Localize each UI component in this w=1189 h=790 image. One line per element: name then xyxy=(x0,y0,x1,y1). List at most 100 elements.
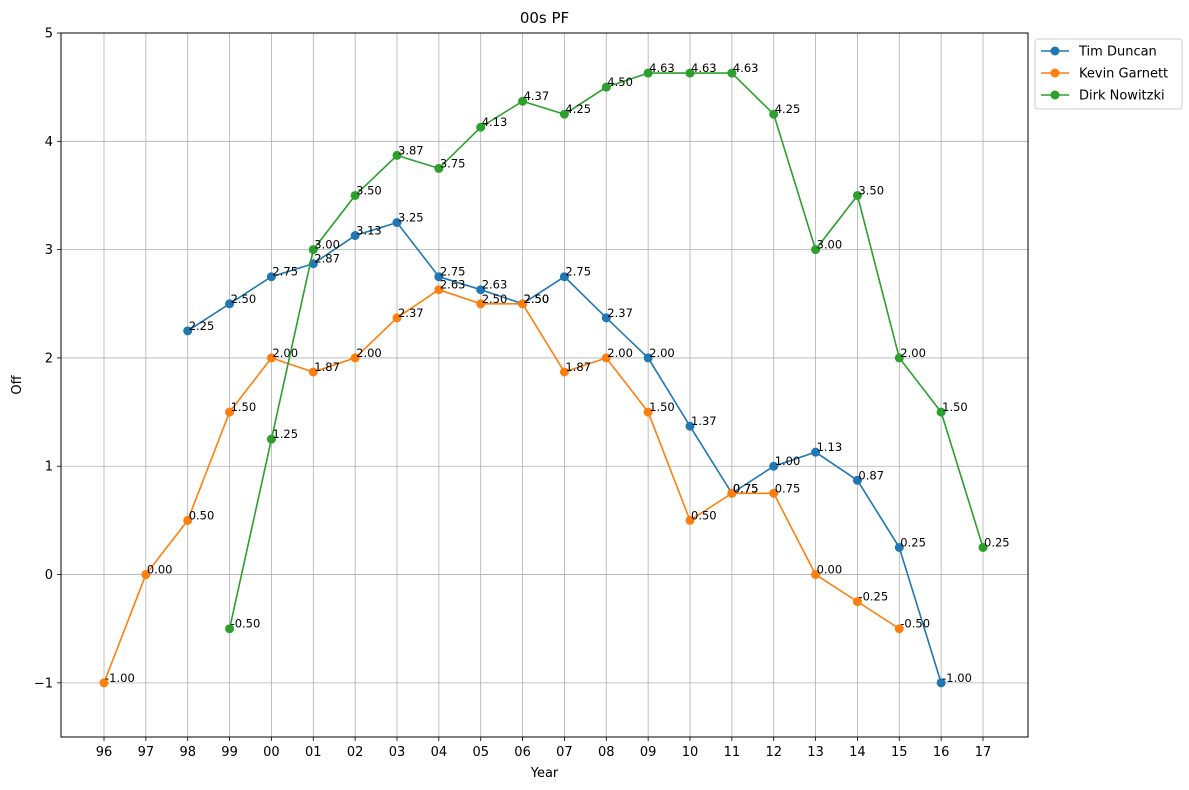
legend-entry: Tim Duncan xyxy=(1078,45,1157,60)
x-tick-label: 03 xyxy=(389,745,406,760)
series-tim-duncan: 2.252.502.752.873.133.252.752.632.502.75… xyxy=(183,211,972,688)
data-label: 2.37 xyxy=(607,306,633,320)
data-point xyxy=(769,109,779,119)
data-label: 4.50 xyxy=(607,75,633,89)
x-tick-label: 02 xyxy=(347,745,364,760)
x-tick-label: 15 xyxy=(891,745,908,760)
data-point xyxy=(308,245,318,255)
data-label: -0.25 xyxy=(858,590,888,604)
data-point xyxy=(476,122,486,132)
data-label: 4.63 xyxy=(733,61,759,75)
data-label: -1.00 xyxy=(942,671,972,685)
y-tick-label: 4 xyxy=(45,135,53,150)
data-point xyxy=(811,447,821,457)
x-tick-label: 13 xyxy=(807,745,824,760)
data-point xyxy=(225,299,235,309)
data-label: -0.50 xyxy=(900,617,930,631)
data-label: 3.00 xyxy=(314,238,340,252)
x-tick-label: 99 xyxy=(221,745,238,760)
data-label: 1.25 xyxy=(272,427,298,441)
data-point xyxy=(894,624,904,634)
series-kevin-garnett: -1.00 0.00 0.50 1.50 2.00 1.87 2.00 2.37 2.63 2.5… xyxy=(99,278,930,688)
data-label: 0.25 xyxy=(984,535,1010,549)
data-label: 2.75 xyxy=(440,265,466,279)
data-point xyxy=(727,68,737,78)
data-point xyxy=(434,163,444,173)
data-point xyxy=(225,407,235,417)
data-point xyxy=(392,150,402,160)
data-point xyxy=(852,190,862,200)
data-label: 0.50 xyxy=(691,508,717,522)
x-tick-label: 10 xyxy=(682,745,699,760)
data-label: 2.00 xyxy=(356,346,382,360)
data-label: 4.13 xyxy=(482,115,508,129)
data-label: 2.87 xyxy=(314,252,340,266)
data-label: 4.63 xyxy=(691,61,717,75)
x-tick-label: 04 xyxy=(431,745,448,760)
data-label: 4.63 xyxy=(649,61,675,75)
legend-swatch-marker xyxy=(1050,90,1060,100)
data-point xyxy=(811,245,821,255)
data-point xyxy=(434,285,444,295)
data-point xyxy=(559,272,569,282)
data-point xyxy=(518,96,528,106)
y-tick-label: 5 xyxy=(45,27,53,42)
data-label: 0.00 xyxy=(147,563,173,577)
y-tick-label: −1 xyxy=(34,676,53,691)
data-label: 1.50 xyxy=(231,400,257,414)
data-label: 2.00 xyxy=(607,346,633,360)
data-label: 2.50 xyxy=(524,292,550,306)
data-label: 3.13 xyxy=(356,224,382,238)
x-tick-label: 01 xyxy=(305,745,322,760)
data-label: -1.00 xyxy=(105,671,135,685)
data-label: 3.75 xyxy=(440,156,466,170)
data-point xyxy=(852,597,862,607)
data-point xyxy=(183,515,193,525)
x-tick-label: 97 xyxy=(138,745,155,760)
data-label: 1.50 xyxy=(649,400,675,414)
x-tick-label: 16 xyxy=(933,745,950,760)
data-label: 2.00 xyxy=(272,346,298,360)
data-label: 2.75 xyxy=(272,265,298,279)
data-point xyxy=(183,326,193,336)
data-label: 3.25 xyxy=(398,211,424,225)
data-point xyxy=(894,542,904,552)
legend-box xyxy=(1034,38,1183,110)
data-label: 2.25 xyxy=(189,319,215,333)
plot-frame xyxy=(60,32,1029,738)
legend-entry: Kevin Garnett xyxy=(1079,67,1168,82)
x-tick-label: 14 xyxy=(849,745,866,760)
data-point xyxy=(99,678,109,688)
data-label: 0.75 xyxy=(775,481,801,495)
chart-title: 00s PF xyxy=(520,9,569,27)
data-label: 3.00 xyxy=(817,238,843,252)
data-point xyxy=(978,542,988,552)
data-point xyxy=(559,367,569,377)
data-label: 1.13 xyxy=(817,440,843,454)
data-label: 3.50 xyxy=(356,183,382,197)
data-point xyxy=(308,367,318,377)
data-label: 0.50 xyxy=(189,508,215,522)
data-label: 2.37 xyxy=(398,306,424,320)
data-point xyxy=(685,421,695,431)
data-label: 2.63 xyxy=(440,278,466,292)
data-point xyxy=(392,313,402,323)
data-label: 2.63 xyxy=(482,278,508,292)
data-label: 4.25 xyxy=(565,102,591,116)
data-point xyxy=(350,231,360,241)
data-point xyxy=(601,313,611,323)
x-tick-label: 12 xyxy=(765,745,782,760)
series-layer: 2.252.502.752.873.133.252.752.632.502.75… xyxy=(99,61,1010,688)
data-label: 1.50 xyxy=(942,400,968,414)
data-label: 0.25 xyxy=(900,535,926,549)
data-label: 1.00 xyxy=(775,454,801,468)
legend-swatch-marker xyxy=(1050,68,1060,78)
x-tick-label: 96 xyxy=(96,745,113,760)
data-label: 1.87 xyxy=(314,360,340,374)
data-point xyxy=(266,434,276,444)
data-label: 1.87 xyxy=(565,360,591,374)
data-label: 3.50 xyxy=(858,183,884,197)
data-point xyxy=(936,407,946,417)
